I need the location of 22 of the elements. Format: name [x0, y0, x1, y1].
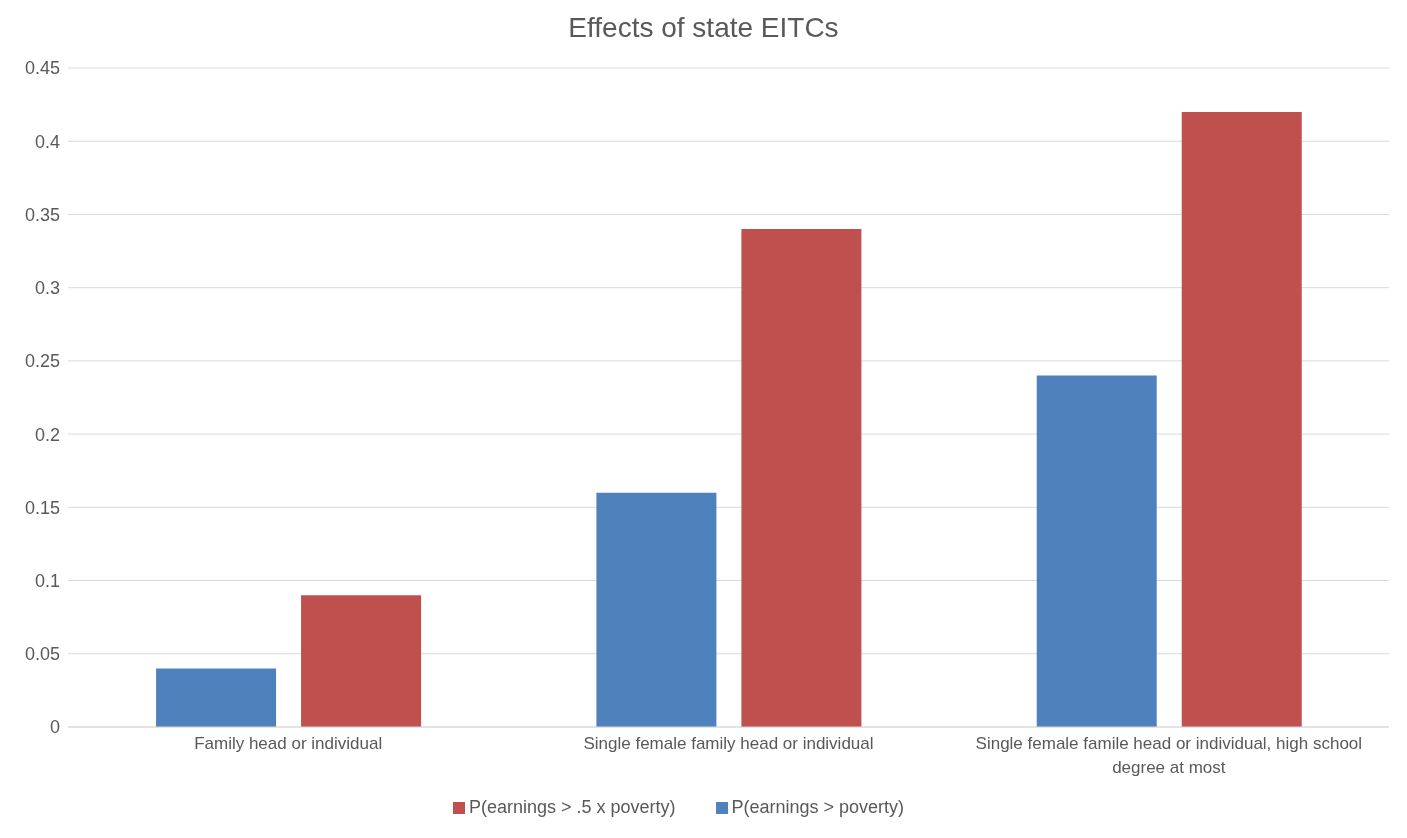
y-tick-label: 0.15	[24, 497, 60, 518]
bar	[1181, 111, 1302, 727]
y-tick-label: 0	[49, 717, 60, 738]
bar	[301, 595, 422, 727]
bar	[1036, 375, 1157, 727]
y-tick-label: 0.45	[24, 58, 60, 79]
legend-label: P(earnings > poverty)	[731, 797, 905, 817]
x-tick-label: Single female family head or individual	[583, 734, 874, 753]
x-tick-label: Single female famile head or individual, high school degree at most	[975, 734, 1363, 777]
y-tick-label: 0.2	[34, 424, 60, 445]
x-tick-label: Family head or individual	[194, 734, 383, 753]
bar	[156, 668, 277, 727]
y-tick-label: 0.3	[34, 278, 60, 299]
y-tick-label: 0.25	[24, 351, 60, 372]
y-tick-label: 0.1	[34, 570, 60, 591]
bar	[596, 492, 717, 727]
chart-title: Effects of state EITCs	[567, 11, 840, 45]
bar	[741, 229, 862, 727]
y-tick-label: 0.35	[24, 204, 60, 225]
legend-label: P(earnings > .5 x poverty)	[468, 797, 676, 817]
y-tick-label: 0.05	[24, 644, 60, 665]
y-tick-label: 0.4	[34, 131, 60, 152]
